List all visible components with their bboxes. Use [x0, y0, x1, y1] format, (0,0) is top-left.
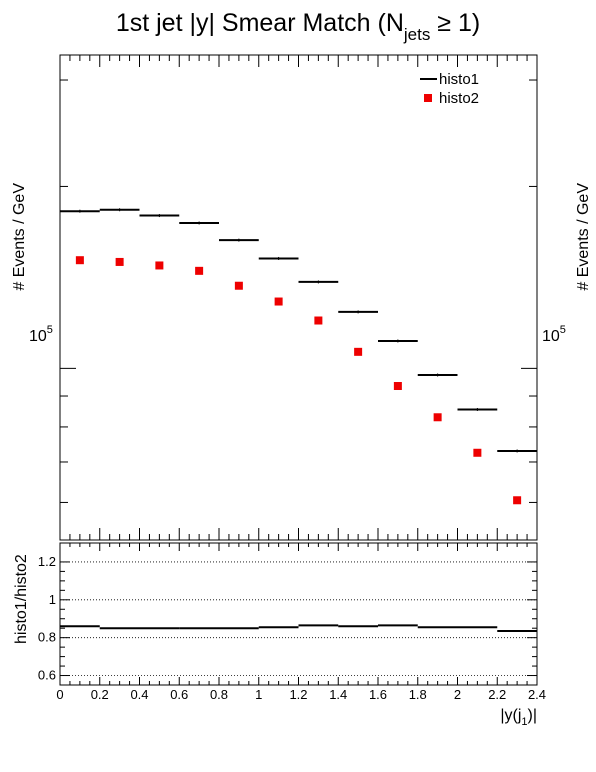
lower-plot-frame [59, 542, 538, 686]
lower-y-axis-label: histo1/histo2 [13, 554, 30, 644]
histo2-point [354, 347, 363, 356]
y-tick-base-right: 10 [542, 328, 560, 345]
histo1-series [60, 208, 537, 453]
legend: histo1 histo2 [420, 71, 479, 107]
x-tick-label: 0 [56, 687, 63, 702]
title-main: 1st jet |y| Smear Match (N [116, 9, 404, 37]
x-tick-label: 1 [255, 687, 262, 702]
histo2-point [274, 297, 283, 306]
upper-plot-frame [59, 54, 538, 541]
title-tail: ≥ 1) [430, 9, 480, 37]
histo2-point [473, 448, 482, 457]
histo2-point [393, 382, 402, 391]
x-tick-label: 2.2 [488, 687, 506, 702]
histo2-point [234, 281, 243, 290]
lower-gridlines [60, 561, 537, 676]
x-axis-label: |y(j1)| [500, 707, 537, 728]
upper-y-tick-label-right: 105 [542, 324, 566, 345]
histo2-point [513, 496, 522, 505]
upper-y-axis-label-right: # Events / GeV [575, 183, 592, 291]
x-tick-label: 0.6 [170, 687, 188, 702]
lower-y-tick-label: 0.8 [38, 630, 56, 645]
histo2-point [75, 256, 84, 265]
ratio-series [60, 624, 537, 633]
histo2-point [155, 261, 164, 270]
x-tick-label: 1.2 [289, 687, 307, 702]
histo2-point [195, 266, 204, 275]
x-label-tail: )| [528, 707, 537, 724]
x-label-subscript: 1 [521, 716, 527, 728]
x-tick-label: 2 [454, 687, 461, 702]
x-tick-label: 0.8 [210, 687, 228, 702]
x-label-main: |y(j [500, 707, 521, 724]
x-tick-label: 1.8 [409, 687, 427, 702]
x-tick-label: 0.2 [91, 687, 109, 702]
lower-y-tick-label: 1 [49, 592, 56, 607]
upper-y-tick-label-left: 105 [29, 324, 53, 345]
legend-histo2-marker [424, 94, 432, 102]
lower-y-tick-label: 1.2 [38, 554, 56, 569]
y-tick-exp-left: 5 [47, 324, 53, 336]
lower-y-tick-label: 0.6 [38, 668, 56, 683]
legend-histo1-label: histo1 [439, 71, 479, 88]
legend-histo2-label: histo2 [439, 90, 479, 107]
y-tick-base-left: 10 [29, 328, 47, 345]
x-tick-label: 1.4 [329, 687, 347, 702]
histo2-point [115, 257, 124, 266]
histo2-point [433, 413, 442, 422]
histo2-point [314, 316, 323, 325]
x-tick-label: 1.6 [369, 687, 387, 702]
x-tick-labels: 0 0.2 0.4 0.6 0.8 1 1.2 1.4 1.6 1.8 2 2.2 2.4 [56, 687, 546, 702]
y-tick-exp-right: 5 [560, 324, 566, 336]
plot-title: 1st jet |y| Smear Match (Njets ≥ 1) [116, 9, 480, 44]
x-tick-label: 0.4 [130, 687, 148, 702]
upper-y-axis-label-left: # Events / GeV [11, 183, 28, 291]
x-tick-label: 2.4 [528, 687, 546, 702]
title-subscript: jets [403, 25, 430, 44]
upper-axis-ticks [59, 55, 538, 540]
histo2-series [75, 256, 522, 505]
lower-axis-ticks [59, 543, 538, 685]
lower-y-tick-labels: 0.6 0.8 1 1.2 [38, 554, 56, 683]
